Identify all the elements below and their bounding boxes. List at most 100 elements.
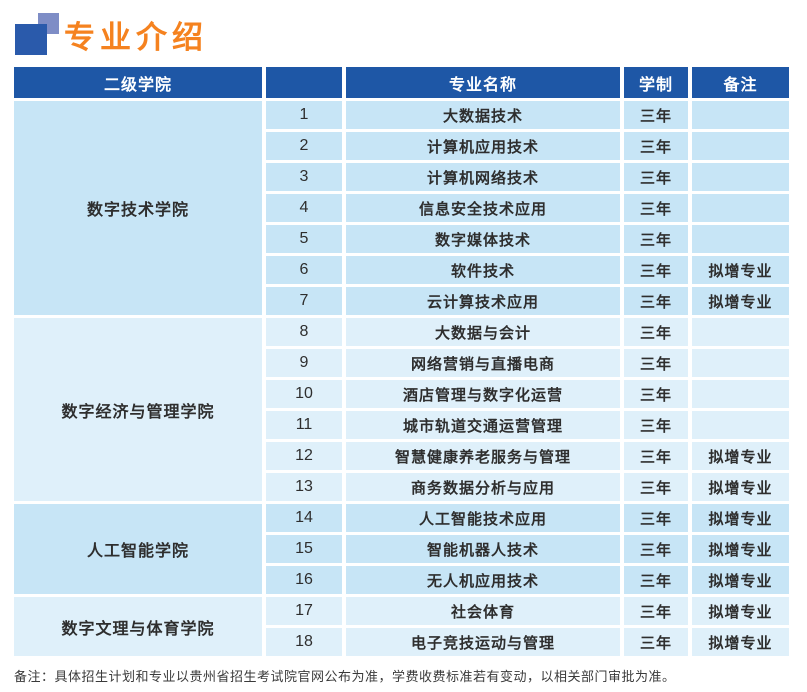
major-name-cell: 社会体育 bbox=[346, 597, 620, 625]
row-number-cell: 12 bbox=[266, 442, 342, 470]
note-cell: 拟增专业 bbox=[692, 566, 789, 594]
table-row: 数字经济与管理学院 8 大数据与会计 三年 bbox=[14, 318, 789, 501]
major-name-cell: 大数据技术 bbox=[346, 101, 620, 129]
table-row: 18 电子竞技运动与管理 三年 拟增专业 bbox=[14, 628, 789, 656]
table-row: 4 信息安全技术应用 三年 bbox=[14, 194, 789, 222]
major-name-cell: 大数据与会计 bbox=[346, 318, 620, 346]
duration-cell: 三年 bbox=[624, 101, 688, 129]
page-title: 专业介绍 bbox=[64, 20, 208, 55]
header-index bbox=[266, 67, 342, 98]
duration-cell: 三年 bbox=[624, 256, 688, 284]
table-row: 7 云计算技术应用 三年 拟增专业 bbox=[14, 287, 789, 315]
major-name-cell: 计算机应用技术 bbox=[346, 132, 620, 160]
duration-cell: 三年 bbox=[624, 349, 688, 377]
major-name-cell: 智慧健康养老服务与管理 bbox=[346, 442, 620, 470]
note-cell bbox=[692, 101, 789, 129]
note-cell: 拟增专业 bbox=[692, 597, 789, 625]
duration-cell: 三年 bbox=[624, 535, 688, 563]
note-cell: 拟增专业 bbox=[692, 504, 789, 532]
row-number-cell: 18 bbox=[266, 628, 342, 656]
row-number-cell: 15 bbox=[266, 535, 342, 563]
note-cell bbox=[692, 411, 789, 439]
note-cell: 拟增专业 bbox=[692, 535, 789, 563]
major-name-cell: 商务数据分析与应用 bbox=[346, 473, 620, 501]
header-note: 备注 bbox=[692, 67, 789, 98]
row-number-cell: 16 bbox=[266, 566, 342, 594]
duration-cell: 三年 bbox=[624, 504, 688, 532]
row-number-cell: 11 bbox=[266, 411, 342, 439]
table-row: 数字技术学院 1 大数据技术 三年 bbox=[14, 101, 789, 315]
table-row: 13 商务数据分析与应用 三年 拟增专业 bbox=[14, 473, 789, 501]
header-major: 专业名称 bbox=[346, 67, 620, 98]
major-name-cell: 信息安全技术应用 bbox=[346, 194, 620, 222]
duration-cell: 三年 bbox=[624, 132, 688, 160]
duration-cell: 三年 bbox=[624, 163, 688, 191]
note-cell: 拟增专业 bbox=[692, 473, 789, 501]
major-name-cell: 人工智能技术应用 bbox=[346, 504, 620, 532]
major-name-cell: 智能机器人技术 bbox=[346, 535, 620, 563]
note-cell bbox=[692, 163, 789, 191]
row-number-cell: 2 bbox=[266, 132, 342, 160]
note-cell: 拟增专业 bbox=[692, 256, 789, 284]
row-number-cell: 5 bbox=[266, 225, 342, 253]
college-cell: 数字技术学院 bbox=[14, 101, 262, 315]
note-cell: 拟增专业 bbox=[692, 628, 789, 656]
duration-cell: 三年 bbox=[624, 194, 688, 222]
note-cell bbox=[692, 132, 789, 160]
duration-cell: 三年 bbox=[624, 411, 688, 439]
row-number-cell: 14 bbox=[266, 504, 342, 532]
major-name-cell: 软件技术 bbox=[346, 256, 620, 284]
note-cell bbox=[692, 380, 789, 408]
duration-cell: 三年 bbox=[624, 597, 688, 625]
college-cell: 数字文理与体育学院 bbox=[14, 597, 262, 656]
note-cell bbox=[692, 349, 789, 377]
major-name-cell: 数字媒体技术 bbox=[346, 225, 620, 253]
duration-cell: 三年 bbox=[624, 287, 688, 315]
duration-cell: 三年 bbox=[624, 225, 688, 253]
table-row: 2 计算机应用技术 三年 bbox=[14, 132, 789, 160]
table-row: 数字文理与体育学院 17 社会体育 三年 拟增专业 bbox=[14, 597, 789, 656]
overlapping-squares-icon bbox=[14, 10, 66, 58]
duration-cell: 三年 bbox=[624, 380, 688, 408]
table-row: 16 无人机应用技术 三年 拟增专业 bbox=[14, 566, 789, 594]
row-number-cell: 6 bbox=[266, 256, 342, 284]
table-row: 人工智能学院 14 人工智能技术应用 三年 拟增专业 bbox=[14, 504, 789, 594]
duration-cell: 三年 bbox=[624, 473, 688, 501]
duration-cell: 三年 bbox=[624, 628, 688, 656]
table-row: 3 计算机网络技术 三年 bbox=[14, 163, 789, 191]
table-row: 12 智慧健康养老服务与管理 三年 拟增专业 bbox=[14, 442, 789, 470]
note-cell bbox=[692, 318, 789, 346]
row-number-cell: 3 bbox=[266, 163, 342, 191]
college-cell: 人工智能学院 bbox=[14, 504, 262, 594]
row-number-cell: 8 bbox=[266, 318, 342, 346]
table-row: 11 城市轨道交通运营管理 三年 bbox=[14, 411, 789, 439]
major-name-cell: 网络营销与直播电商 bbox=[346, 349, 620, 377]
table-header-row: 二级学院 专业名称 学制 备注 bbox=[14, 67, 789, 98]
table-row: 10 酒店管理与数字化运营 三年 bbox=[14, 380, 789, 408]
duration-cell: 三年 bbox=[624, 442, 688, 470]
major-name-cell: 计算机网络技术 bbox=[346, 163, 620, 191]
table-row: 5 数字媒体技术 三年 bbox=[14, 225, 789, 253]
row-number-cell: 9 bbox=[266, 349, 342, 377]
row-number-cell: 13 bbox=[266, 473, 342, 501]
note-cell bbox=[692, 194, 789, 222]
major-name-cell: 电子竞技运动与管理 bbox=[346, 628, 620, 656]
row-number-cell: 10 bbox=[266, 380, 342, 408]
header-college: 二级学院 bbox=[14, 67, 262, 98]
major-name-cell: 无人机应用技术 bbox=[346, 566, 620, 594]
duration-cell: 三年 bbox=[624, 318, 688, 346]
note-cell: 拟增专业 bbox=[692, 442, 789, 470]
duration-cell: 三年 bbox=[624, 566, 688, 594]
table-row: 6 软件技术 三年 拟增专业 bbox=[14, 256, 789, 284]
majors-table: 二级学院 专业名称 学制 备注 数字技术学院 1 大数据技术 三年 2 计算机应… bbox=[10, 64, 793, 659]
major-name-cell: 云计算技术应用 bbox=[346, 287, 620, 315]
row-number-cell: 17 bbox=[266, 597, 342, 625]
row-number-cell: 1 bbox=[266, 101, 342, 129]
note-cell bbox=[692, 225, 789, 253]
header-duration: 学制 bbox=[624, 67, 688, 98]
table-row: 15 智能机器人技术 三年 拟增专业 bbox=[14, 535, 789, 563]
row-number-cell: 7 bbox=[266, 287, 342, 315]
major-name-cell: 城市轨道交通运营管理 bbox=[346, 411, 620, 439]
big-square-decoration bbox=[15, 24, 47, 55]
